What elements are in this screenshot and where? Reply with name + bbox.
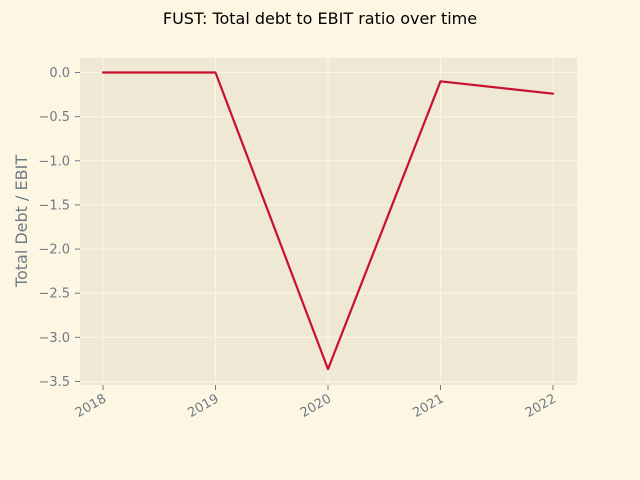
- y-tick-label: 0.0: [49, 66, 70, 81]
- y-tick-label: −3.5: [38, 375, 70, 390]
- y-tick-label: −0.5: [38, 110, 70, 125]
- y-tick-label: −1.0: [38, 154, 70, 169]
- y-axis-label: Total Debt / EBIT: [12, 155, 31, 288]
- y-tick-label: −3.0: [38, 331, 70, 346]
- series-line: [101, 71, 555, 371]
- y-tick-label: −1.5: [38, 198, 70, 213]
- y-axis: 0.0 −0.5 −1.0 −1.5 −2.0 −2.5 −3.0 −3.5: [38, 66, 80, 390]
- y-tick-label: −2.5: [38, 287, 70, 302]
- chart-title: FUST: Total debt to EBIT ratio over time: [163, 9, 477, 28]
- series-layer: [101, 71, 555, 371]
- y-tick-label: −2.0: [38, 243, 70, 258]
